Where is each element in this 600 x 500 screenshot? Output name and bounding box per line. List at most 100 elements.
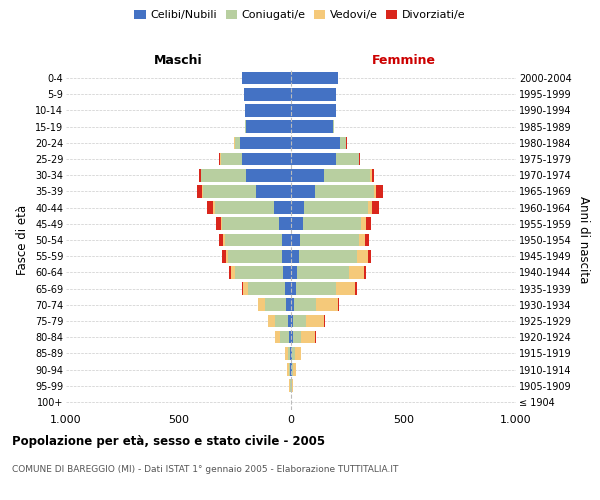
Bar <box>242 282 248 295</box>
Bar <box>283 266 291 278</box>
Bar <box>223 234 225 246</box>
Bar <box>314 185 374 198</box>
Bar <box>202 185 203 198</box>
Bar <box>371 169 374 181</box>
Bar <box>295 347 301 360</box>
Text: Femmine: Femmine <box>371 54 436 67</box>
Bar <box>222 218 278 230</box>
Bar <box>304 218 361 230</box>
Bar <box>219 152 220 166</box>
Bar <box>291 363 292 376</box>
Bar <box>298 266 349 278</box>
Bar <box>374 185 376 198</box>
Bar <box>300 234 359 246</box>
Bar <box>248 282 285 295</box>
Bar <box>291 185 314 198</box>
Legend: Celibi/Nubili, Coniugati/e, Vedovi/e, Divorziati/e: Celibi/Nubili, Coniugati/e, Vedovi/e, Di… <box>130 6 470 25</box>
Bar <box>291 218 304 230</box>
Bar <box>221 218 222 230</box>
Bar <box>299 250 357 262</box>
Bar <box>203 185 256 198</box>
Bar <box>202 169 246 181</box>
Bar <box>291 104 335 117</box>
Bar <box>291 88 335 101</box>
Bar <box>278 218 291 230</box>
Bar <box>289 363 290 376</box>
Bar <box>301 331 316 344</box>
Bar <box>221 152 241 166</box>
Bar <box>340 136 346 149</box>
Bar <box>229 266 232 278</box>
Bar <box>235 266 283 278</box>
Bar <box>291 152 335 166</box>
Bar <box>268 314 275 328</box>
Bar <box>216 218 221 230</box>
Bar <box>291 136 340 149</box>
Bar <box>323 169 370 181</box>
Bar <box>291 72 338 85</box>
Bar <box>367 218 371 230</box>
Bar <box>226 250 228 262</box>
Bar <box>349 266 364 278</box>
Bar <box>244 88 291 101</box>
Bar <box>199 169 201 181</box>
Text: Maschi: Maschi <box>154 54 203 67</box>
Text: Popolazione per età, sesso e stato civile - 2005: Popolazione per età, sesso e stato civil… <box>12 435 325 448</box>
Bar <box>291 234 300 246</box>
Bar <box>293 314 305 328</box>
Bar <box>293 331 301 344</box>
Bar <box>265 298 286 311</box>
Bar <box>286 298 291 311</box>
Bar <box>359 152 360 166</box>
Bar <box>364 266 366 278</box>
Bar <box>296 282 335 295</box>
Bar <box>367 202 371 214</box>
Bar <box>292 363 293 376</box>
Bar <box>290 363 291 376</box>
Bar <box>335 282 355 295</box>
Bar <box>246 120 291 133</box>
Bar <box>291 169 323 181</box>
Bar <box>357 250 368 262</box>
Bar <box>287 363 289 376</box>
Bar <box>368 250 371 262</box>
Y-axis label: Fasce di età: Fasce di età <box>16 205 29 275</box>
Text: COMUNE DI BAREGGIO (MI) - Dati ISTAT 1° gennaio 2005 - Elaborazione TUTTITALIA.I: COMUNE DI BAREGGIO (MI) - Dati ISTAT 1° … <box>12 465 398 474</box>
Bar <box>316 298 338 311</box>
Bar <box>256 185 291 198</box>
Bar <box>291 202 304 214</box>
Bar <box>287 314 291 328</box>
Bar <box>197 185 202 198</box>
Bar <box>274 202 291 214</box>
Bar <box>304 202 367 214</box>
Bar <box>291 347 292 360</box>
Bar <box>245 120 246 133</box>
Bar <box>242 72 291 85</box>
Bar <box>291 282 296 295</box>
Bar <box>359 234 365 246</box>
Bar <box>241 152 291 166</box>
Bar <box>235 136 241 149</box>
Bar <box>259 298 265 311</box>
Bar <box>295 298 316 311</box>
Bar <box>245 104 291 117</box>
Bar <box>214 202 215 214</box>
Bar <box>335 152 359 166</box>
Bar <box>292 380 293 392</box>
Bar <box>371 202 379 214</box>
Bar <box>291 266 298 278</box>
Bar <box>228 250 283 262</box>
Bar <box>225 234 281 246</box>
Bar <box>201 169 202 181</box>
Bar <box>291 298 295 311</box>
Bar <box>361 218 367 230</box>
Bar <box>291 331 293 344</box>
Bar <box>285 282 291 295</box>
Bar <box>241 136 291 149</box>
Bar <box>376 185 383 198</box>
Bar <box>275 331 280 344</box>
Bar <box>324 314 325 328</box>
Bar <box>305 314 324 328</box>
Bar <box>223 250 226 262</box>
Bar <box>215 202 274 214</box>
